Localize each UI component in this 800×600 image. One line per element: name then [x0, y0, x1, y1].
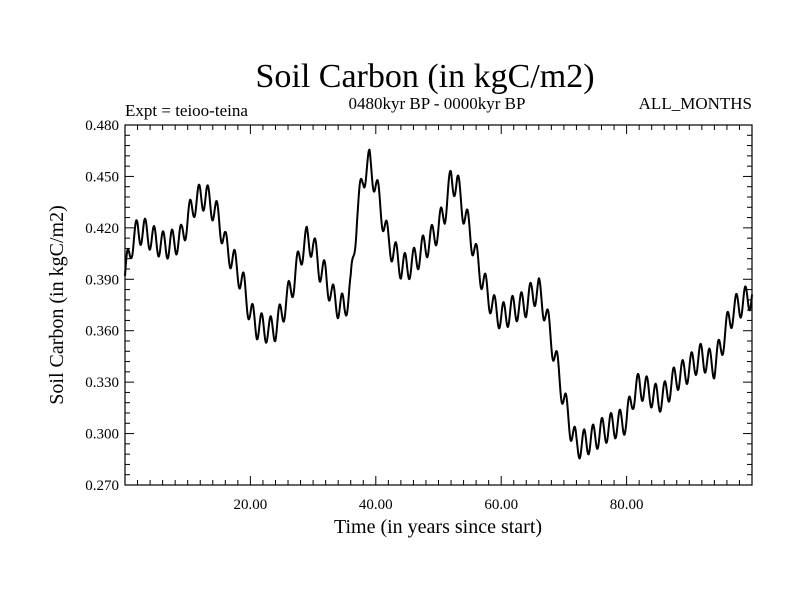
y-tick-label: 0.450 [85, 169, 119, 185]
x-axis-label: Time (in years since start) [334, 516, 542, 538]
x-tick-labels: 20.00 40.00 60.00 80.00 [234, 497, 644, 513]
y-tick-label: 0.420 [85, 221, 119, 237]
y-tick-label: 0.390 [85, 272, 119, 288]
x-tick-label: 20.00 [234, 497, 268, 513]
x-tick-label: 80.00 [610, 497, 644, 513]
x-tick-label: 40.00 [359, 497, 393, 513]
y-tick-label: 0.330 [85, 375, 119, 391]
x-tick-label: 60.00 [484, 497, 518, 513]
plot-frame [124, 124, 753, 486]
y-tick-label: 0.360 [85, 324, 119, 340]
axis-ticks [125, 125, 752, 485]
experiment-note: Expt = teioo-teina [125, 101, 248, 120]
y-tick-labels: 0.270 0.300 0.330 0.360 0.390 0.420 0.450 0.480 [85, 118, 119, 494]
y-axis-label: Soil Carbon (in kgC/m2) [46, 205, 68, 404]
chart-subtitle: 0480kyr BP - 0000kyr BP [349, 94, 526, 113]
chart-title: Soil Carbon (in kgC/m2) [255, 58, 594, 95]
series-line [124, 148, 753, 460]
y-tick-label: 0.300 [85, 427, 119, 443]
y-tick-label: 0.480 [85, 118, 119, 134]
months-note: ALL_MONTHS [639, 94, 752, 113]
y-tick-label: 0.270 [85, 478, 119, 494]
